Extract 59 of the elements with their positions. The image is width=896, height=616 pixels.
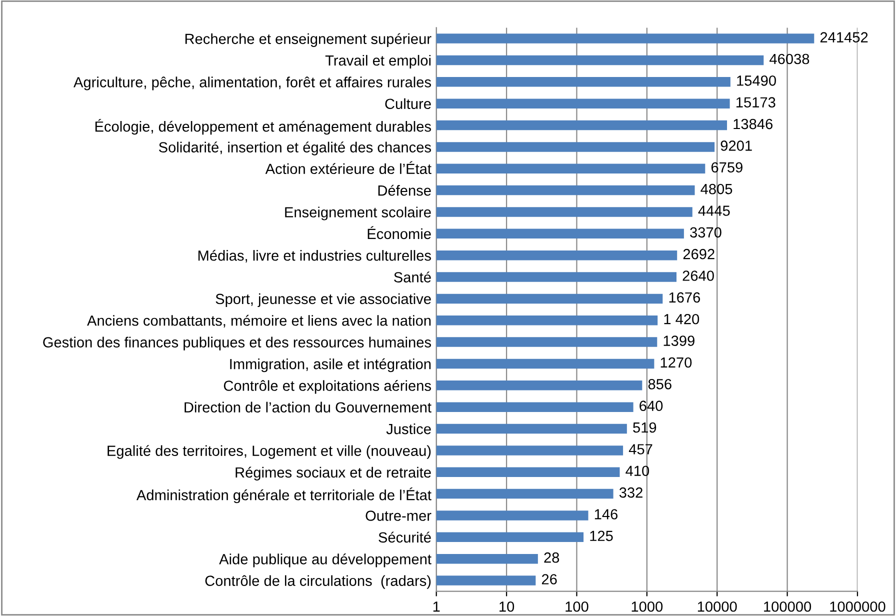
y-tick-label: Administration générale et territoriale de l’État [136,487,432,504]
y-tick-label: Action extérieure de l’État [265,161,432,174]
y-tick-label: Enseignement scolaire [285,206,431,220]
y-tick-label: Écologie, développement et aménagement durables [95,118,431,135]
data-label: 519 [633,422,656,433]
data-label: 3370 [690,227,722,238]
data-label: 4805 [700,184,732,194]
y-tick-label: Santé [394,272,431,282]
y-tick-label: Régimes sociaux et de retraite [236,466,431,481]
data-label: 146 [594,509,618,520]
y-tick-label: Contrôle de la circulations (radars) [205,575,431,589]
y-tick-label: Défense [378,184,431,196]
y-tick-label: Agriculture, pêche, alimentation, forêt et affaires rurales [74,76,431,90]
data-label: 457 [628,444,652,454]
y-tick-label: Médias, livre et industries culturelles [198,250,431,262]
y-tick-label: Gestion des finances publiques et des ressources humaines [43,336,431,350]
x-tick-label: 1000 [632,601,663,612]
data-label: 9201 [720,140,752,151]
y-tick-label: Immigration, asile et intégration [230,358,431,372]
x-tick-label: 100 [566,601,588,612]
y-tick-label: Outre-mer [366,510,432,521]
data-label: 856 [648,379,672,390]
data-label: 26 [542,574,557,584]
data-label: 15490 [737,76,776,86]
y-tick-label: Anciens combattants, mémoire et liens avec la nation [87,314,431,328]
y-tick-label: Recherche et enseignement supérieur [185,33,432,47]
data-label: 241452 [820,32,868,42]
data-label: 125 [590,530,613,542]
y-tick-label: Aide publique au développement [219,553,432,568]
x-tick-label: 1000000 [830,601,886,612]
data-label: 13846 [734,118,772,130]
data-label: 6759 [711,162,742,173]
x-tick-label: 10000 [698,601,737,612]
data-label: 2692 [683,248,714,260]
x-tick-label: 100000 [764,601,812,612]
data-label: 410 [626,466,650,476]
data-label: 1 420 [664,314,700,324]
data-label: 2640 [682,270,714,281]
y-tick-label: Contrôle et exploitations aériens [224,380,431,394]
y-tick-label: Direction de l’action du Gouvernement [184,402,432,413]
y-tick-label: Travail et emploi [325,54,431,69]
x-tick-label: 10 [500,601,514,612]
data-label: 28 [544,552,560,563]
data-label: 640 [640,400,663,412]
data-label: 15173 [736,97,776,108]
data-label: 332 [619,487,642,498]
x-tick-label: 1 [433,602,440,612]
data-label: 1399 [664,336,694,346]
y-tick-label: Sécurité [378,532,431,543]
data-label: 4445 [698,206,730,216]
y-tick-label: Justice [386,423,431,434]
data-label: 1270 [660,357,692,368]
y-tick-label: Solidarité, insertion et égalité des chances [158,142,431,156]
y-tick-label: Économie [368,226,431,240]
data-label: 46038 [770,54,810,64]
y-tick-label: Egalité des territoires, Logement et ville (nouveau) [108,445,431,459]
y-tick-label: Culture [385,98,431,110]
data-label: 1676 [669,292,700,303]
y-tick-label: Sport, jeunesse et vie associative [216,293,431,308]
